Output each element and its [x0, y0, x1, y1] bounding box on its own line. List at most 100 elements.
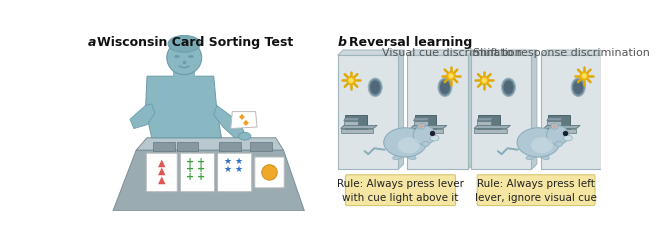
Bar	[478, 115, 500, 132]
Text: Reversal learning: Reversal learning	[349, 36, 472, 49]
Ellipse shape	[368, 78, 382, 96]
Text: +: +	[186, 164, 194, 174]
Bar	[174, 68, 195, 79]
Ellipse shape	[517, 128, 560, 157]
FancyBboxPatch shape	[180, 153, 214, 192]
Bar	[345, 115, 367, 132]
Polygon shape	[230, 112, 257, 128]
Ellipse shape	[262, 165, 277, 180]
Bar	[344, 121, 358, 125]
Ellipse shape	[552, 124, 557, 128]
Ellipse shape	[555, 141, 562, 146]
Polygon shape	[214, 105, 246, 138]
Text: a: a	[88, 36, 96, 49]
Polygon shape	[541, 50, 607, 55]
Ellipse shape	[480, 76, 488, 85]
Ellipse shape	[531, 137, 553, 153]
Polygon shape	[468, 50, 474, 169]
Ellipse shape	[551, 123, 558, 129]
Text: Visual cue discrimination: Visual cue discrimination	[382, 48, 522, 58]
Text: +: +	[186, 157, 194, 167]
Polygon shape	[113, 150, 305, 211]
Text: ★: ★	[234, 165, 242, 174]
Bar	[474, 128, 506, 133]
Text: Wisconsin Card Sorting Test: Wisconsin Card Sorting Test	[98, 36, 294, 49]
Text: ◆: ◆	[238, 113, 244, 122]
Text: +: +	[197, 164, 205, 174]
Ellipse shape	[168, 35, 200, 52]
Ellipse shape	[413, 126, 436, 145]
Ellipse shape	[571, 78, 585, 96]
Polygon shape	[146, 76, 222, 138]
Polygon shape	[474, 125, 510, 128]
Bar	[477, 121, 491, 125]
Bar	[471, 55, 532, 169]
Text: Rule: Always press left
lever, ignore visual cue: Rule: Always press left lever, ignore vi…	[475, 179, 597, 203]
Ellipse shape	[440, 80, 450, 94]
Ellipse shape	[447, 72, 455, 80]
Polygon shape	[407, 50, 474, 55]
Text: +: +	[186, 172, 194, 182]
Ellipse shape	[539, 155, 549, 160]
Ellipse shape	[582, 73, 587, 78]
Bar	[153, 142, 175, 151]
FancyBboxPatch shape	[218, 153, 252, 192]
Ellipse shape	[502, 78, 516, 96]
Ellipse shape	[238, 132, 251, 140]
Text: +: +	[197, 172, 205, 182]
Ellipse shape	[370, 80, 380, 94]
Polygon shape	[532, 50, 537, 169]
Text: Shift to response discrimination: Shift to response discrimination	[474, 48, 650, 58]
Text: Rule: Always press lever
with cue light above it: Rule: Always press lever with cue light …	[337, 179, 464, 203]
Text: ★: ★	[234, 157, 242, 166]
Polygon shape	[410, 125, 447, 128]
Ellipse shape	[438, 78, 452, 96]
Ellipse shape	[419, 124, 424, 128]
Ellipse shape	[167, 41, 202, 75]
Polygon shape	[471, 50, 537, 55]
Polygon shape	[136, 138, 283, 150]
Ellipse shape	[418, 123, 425, 129]
Ellipse shape	[430, 135, 439, 141]
Bar	[547, 121, 561, 125]
Text: ◆: ◆	[243, 118, 249, 127]
Ellipse shape	[393, 155, 403, 160]
Ellipse shape	[546, 126, 568, 145]
Polygon shape	[130, 104, 155, 128]
Ellipse shape	[397, 137, 420, 153]
Polygon shape	[344, 118, 359, 121]
Text: b: b	[338, 36, 347, 49]
FancyBboxPatch shape	[255, 157, 284, 188]
Ellipse shape	[349, 78, 353, 83]
Bar	[544, 128, 576, 133]
Text: +: +	[197, 157, 205, 167]
Bar	[341, 128, 373, 133]
Ellipse shape	[573, 80, 583, 94]
Text: ★: ★	[224, 165, 232, 174]
FancyBboxPatch shape	[345, 175, 456, 205]
Bar	[250, 142, 272, 151]
Bar	[415, 115, 436, 132]
Ellipse shape	[504, 80, 514, 94]
Bar	[338, 55, 398, 169]
Bar	[548, 115, 570, 132]
Polygon shape	[413, 118, 429, 121]
FancyBboxPatch shape	[146, 153, 177, 192]
Polygon shape	[341, 125, 377, 128]
Ellipse shape	[482, 78, 487, 83]
Ellipse shape	[406, 155, 416, 160]
Text: ★: ★	[224, 157, 232, 166]
Polygon shape	[338, 50, 403, 55]
Text: ▲: ▲	[158, 174, 166, 184]
Ellipse shape	[580, 72, 589, 80]
FancyBboxPatch shape	[477, 175, 595, 205]
Bar	[219, 142, 241, 151]
Text: ▲: ▲	[158, 157, 166, 167]
Polygon shape	[398, 50, 403, 169]
Text: ▲: ▲	[158, 166, 166, 176]
Ellipse shape	[422, 141, 430, 146]
Ellipse shape	[449, 73, 454, 78]
Bar	[413, 121, 428, 125]
Ellipse shape	[384, 128, 426, 157]
Polygon shape	[601, 50, 607, 169]
